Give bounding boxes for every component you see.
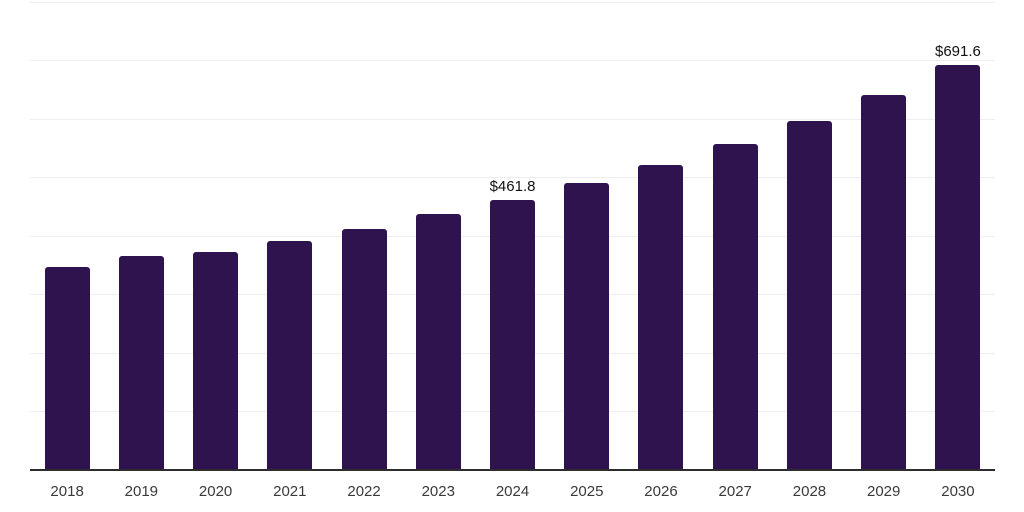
bar-group-2028 bbox=[772, 2, 846, 470]
x-tick-label-2029: 2029 bbox=[867, 483, 901, 500]
bar-value-label-2024: $461.8 bbox=[489, 177, 536, 195]
bar-2022 bbox=[341, 228, 387, 470]
bar-group-2021 bbox=[253, 2, 327, 470]
bar-group-2018 bbox=[30, 2, 104, 470]
x-tick-label-2023: 2023 bbox=[421, 483, 455, 500]
x-tick-label-2020: 2020 bbox=[198, 483, 233, 500]
bar-group-2025 bbox=[550, 2, 624, 470]
bar-group-2026 bbox=[624, 2, 698, 470]
x-tick-label-2024: 2024 bbox=[495, 483, 530, 500]
x-tick-label-2021: 2021 bbox=[273, 483, 307, 500]
x-axis-labels: 2018 2019 2020 2021 2022 2023 2024 2025 2026 2027… bbox=[30, 483, 995, 501]
x-tick-label-2026: 2026 bbox=[644, 483, 678, 500]
bar-group-2027 bbox=[698, 2, 772, 470]
x-tick-label-2019: 2019 bbox=[124, 483, 159, 500]
x-tick-label-2027: 2027 bbox=[718, 483, 752, 500]
bar-group-2022 bbox=[327, 2, 401, 470]
x-tick-label-2028: 2028 bbox=[792, 483, 827, 500]
bar-group-2023 bbox=[401, 2, 475, 470]
bar-2027 bbox=[712, 144, 758, 470]
bar-2028 bbox=[786, 121, 832, 470]
gridline-700 bbox=[30, 60, 995, 61]
plot-area: $461.8 $691.6 bbox=[30, 1, 995, 471]
gridline-500 bbox=[30, 177, 995, 178]
gridline-800 bbox=[30, 1, 995, 3]
bar-group-2019 bbox=[104, 2, 178, 470]
bar-2020 bbox=[193, 251, 239, 470]
bar-2025 bbox=[564, 182, 610, 470]
bar-group-2029 bbox=[847, 2, 921, 470]
bar-group-2024: $461.8 bbox=[475, 2, 549, 470]
x-axis-line bbox=[30, 469, 995, 471]
gridline-600 bbox=[30, 118, 995, 120]
x-tick-label-2025: 2025 bbox=[570, 483, 604, 500]
x-tick-label-2018: 2018 bbox=[50, 483, 84, 500]
bar-2024 bbox=[490, 199, 536, 470]
bar-2021 bbox=[267, 240, 313, 470]
bar-group-2020 bbox=[178, 2, 252, 470]
bar-2019 bbox=[118, 256, 164, 470]
bar-2023 bbox=[415, 214, 461, 470]
bar-2030 bbox=[935, 65, 981, 470]
bar-2018 bbox=[44, 267, 90, 470]
x-tick-label-2030: 2030 bbox=[941, 483, 975, 500]
bar-2029 bbox=[861, 95, 907, 470]
bar-group-2030: $691.6 bbox=[921, 2, 995, 470]
bars-row: $461.8 $691.6 bbox=[30, 2, 995, 470]
bar-2026 bbox=[638, 164, 684, 470]
x-tick-label-2022: 2022 bbox=[347, 483, 381, 500]
bar-value-label-2030: $691.6 bbox=[934, 43, 981, 61]
